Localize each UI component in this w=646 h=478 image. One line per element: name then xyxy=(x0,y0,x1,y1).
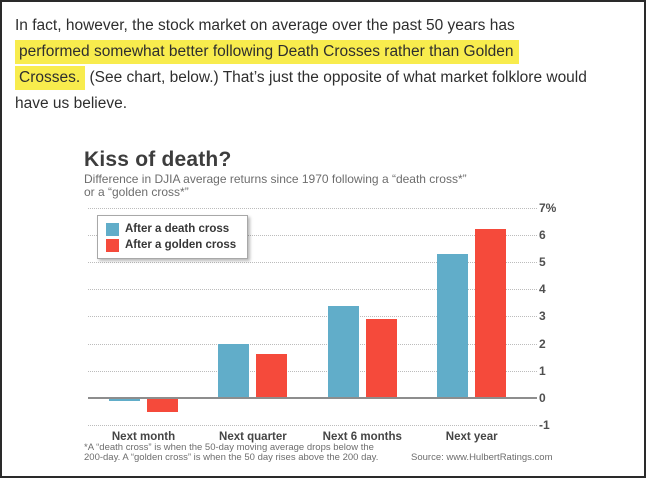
paragraph-text: In fact, however, the stock market on av… xyxy=(15,17,515,34)
y-tick-label: 1 xyxy=(539,363,546,378)
gridline xyxy=(88,343,537,345)
y-tick-label: 3 xyxy=(539,309,546,324)
chart-subtitle-line: Difference in DJIA average returns since… xyxy=(84,172,467,186)
gridline xyxy=(88,425,537,427)
paragraph-line-4: have us believe. xyxy=(15,91,635,117)
legend-swatch-golden-cross xyxy=(106,238,119,252)
gridline xyxy=(88,207,537,209)
paragraph-line-1: In fact, however, the stock market on av… xyxy=(15,13,635,39)
chart-source: Source: www.HulbertRatings.com xyxy=(411,452,553,463)
paragraph-line-2: performed somewhat better following Deat… xyxy=(15,39,635,65)
chart-legend: After a death cross After a golden cross xyxy=(97,215,249,259)
chart-footnote-line: *A “death cross” is when the 50-day movi… xyxy=(84,442,374,453)
chart-subtitle: Difference in DJIA average returns since… xyxy=(84,173,467,198)
legend-item-death-cross: After a death cross xyxy=(106,221,236,237)
bar-death-cross xyxy=(437,253,469,398)
x-category-label: Next month xyxy=(111,431,176,443)
gridline xyxy=(88,316,537,318)
highlighted-text: Crosses. xyxy=(15,66,86,90)
legend-label: After a golden cross xyxy=(125,239,237,251)
y-tick-label: 4 xyxy=(539,282,546,297)
highlighted-text: performed somewhat better following Deat… xyxy=(15,40,519,64)
chart-footnote-line: 200-day. A “golden cross” is when the 50… xyxy=(84,451,379,463)
article-paragraph: In fact, however, the stock market on av… xyxy=(15,13,635,117)
legend-swatch-death-cross xyxy=(106,222,119,236)
paragraph-text: have us believe. xyxy=(15,95,128,112)
bar-golden-cross xyxy=(147,398,178,412)
chart-subtitle-line: or a “golden cross*” xyxy=(84,184,189,199)
legend-label: After a death cross xyxy=(125,223,230,235)
gridline xyxy=(88,289,537,291)
x-category-label: Next 6 months xyxy=(322,431,402,443)
chart-title: Kiss of death? xyxy=(84,148,232,171)
y-tick-label: 0 xyxy=(539,391,546,405)
y-tick-label: -1 xyxy=(539,418,550,433)
bar-death-cross xyxy=(109,398,140,401)
x-category-label: Next quarter xyxy=(219,431,287,443)
gridline xyxy=(88,234,537,236)
y-tick-label: 5 xyxy=(539,255,546,269)
y-tick-label: 2 xyxy=(539,336,546,351)
paragraph-text: (See chart, below.) That’s just the oppo… xyxy=(85,69,587,86)
x-category-label: Next year xyxy=(445,431,498,443)
y-tick-label: 7% xyxy=(539,200,557,215)
bar-golden-cross xyxy=(256,354,288,398)
legend-item-golden-cross: After a golden cross xyxy=(106,237,236,253)
chart-footnote: *A “death cross” is when the 50-day movi… xyxy=(84,443,378,462)
bar-death-cross xyxy=(218,343,250,398)
x-axis-line xyxy=(88,397,537,399)
bar-death-cross xyxy=(327,305,359,398)
bar-golden-cross xyxy=(475,229,507,398)
gridline xyxy=(88,370,537,372)
bar-golden-cross xyxy=(365,319,397,398)
gridline xyxy=(88,262,537,263)
paragraph-line-3: Crosses. (See chart, below.) That’s just… xyxy=(15,65,635,91)
y-tick-label: 6 xyxy=(539,227,546,242)
